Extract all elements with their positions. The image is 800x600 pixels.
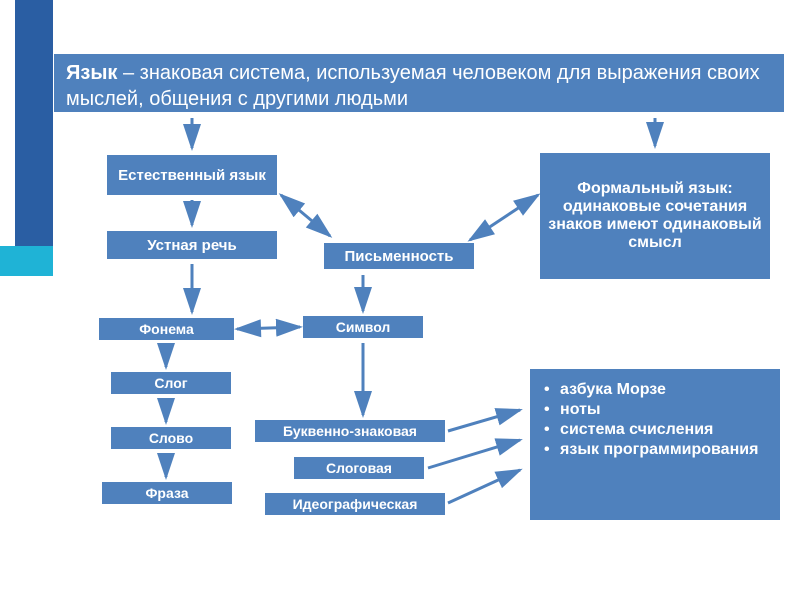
sidebar-accent-top	[15, 0, 53, 246]
node-formal: Формальный язык: одинаковые сочетания зн…	[540, 151, 770, 281]
node-ideo: Идеографическая	[265, 491, 445, 517]
node-syllabic: Слоговая	[294, 455, 424, 481]
sidebar-accent-bottom	[0, 246, 53, 276]
list-item: ноты	[544, 401, 766, 419]
title-rest: – знаковая система, используемая человек…	[66, 62, 760, 110]
node-symbol: Символ	[303, 314, 423, 340]
node-phrase: Фраза	[102, 480, 232, 506]
node-oral: Устная речь	[107, 229, 277, 261]
title-bold: Язык	[66, 62, 117, 84]
examples-list: азбука Морзе ноты система счисления язык…	[544, 381, 766, 459]
node-written: Письменность	[324, 241, 474, 271]
node-word: Слово	[111, 425, 231, 451]
node-syllab: Слог	[111, 370, 231, 396]
list-item: азбука Морзе	[544, 381, 766, 399]
title-box: Язык – знаковая система, используемая че…	[54, 52, 784, 114]
node-letter: Буквенно-знаковая	[255, 418, 445, 444]
examples-box: азбука Морзе ноты система счисления язык…	[530, 367, 780, 522]
list-item: система счисления	[544, 421, 766, 439]
node-phoneme: Фонема	[99, 316, 234, 342]
node-natural: Естественный язык	[107, 153, 277, 197]
list-item: язык программирования	[544, 441, 766, 459]
